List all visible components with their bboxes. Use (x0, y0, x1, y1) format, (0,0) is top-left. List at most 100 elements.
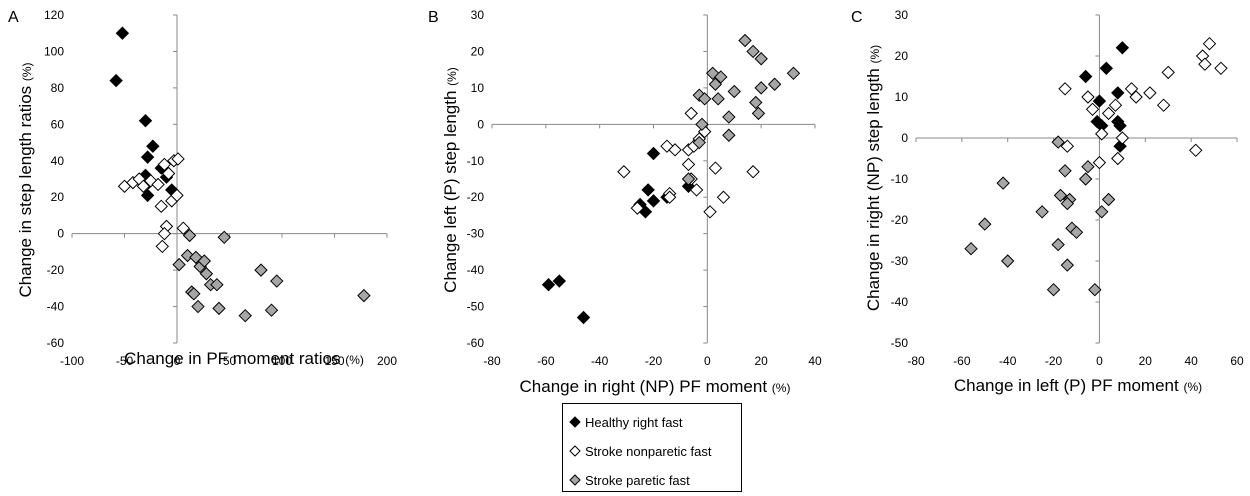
x-tick-label: -20 (645, 354, 663, 368)
data-point-nonparetic (1085, 102, 1100, 117)
x-axis-title-c: Change in left (P) PF moment (%) (954, 376, 1202, 395)
data-point-nonparetic (1081, 90, 1095, 104)
y-tick-label: -30 (467, 227, 485, 241)
data-point-paretic (189, 250, 203, 265)
legend: Healthy right fast Stroke nonparetic fas… (562, 403, 742, 492)
data-point-healthy (1092, 94, 1107, 108)
data-point-healthy (1099, 61, 1114, 76)
data-point-healthy (641, 183, 655, 197)
gray-diamond-icon (569, 474, 581, 486)
data-point-paretic (217, 230, 231, 245)
panel-label-b: B (428, 9, 439, 26)
y-tick-label: -60 (47, 336, 65, 350)
data-point-nonparetic (716, 190, 731, 204)
data-point-nonparetic (1202, 36, 1217, 51)
y-tick-label: -10 (467, 154, 485, 168)
y-tick-label: 30 (895, 8, 909, 22)
data-point-healthy (146, 139, 160, 153)
data-point-paretic (199, 267, 214, 281)
data-point-healthy (140, 150, 155, 164)
data-point-paretic (1051, 237, 1065, 252)
legend-item-paretic: Stroke paretic fast (569, 470, 690, 490)
data-point-healthy (646, 146, 661, 161)
data-point-paretic (692, 135, 706, 150)
data-point-paretic (754, 52, 768, 66)
data-point-healthy (541, 277, 556, 292)
x-tick-label: 100 (272, 354, 292, 368)
y-tick-label: 40 (51, 154, 65, 168)
data-point-healthy (552, 274, 566, 288)
y-tick-label: 100 (44, 44, 64, 58)
y-axis-title-c: Change in right (NP) step length (%) (864, 45, 883, 311)
legend-item-nonparetic: Stroke nonparetic fast (569, 441, 711, 461)
y-tick-label: 0 (901, 131, 908, 145)
y-tick-label: 0 (57, 227, 64, 241)
x-tick-label: -40 (999, 354, 1017, 368)
x-axis-title-b: Change in right (NP) PF moment (%) (520, 377, 791, 396)
data-point-paretic (978, 217, 992, 231)
data-point-healthy (1111, 86, 1125, 100)
data-point-paretic (270, 274, 284, 288)
data-point-nonparetic (1108, 98, 1123, 112)
data-point-nonparetic (1095, 127, 1109, 141)
data-point-healthy (115, 26, 130, 40)
data-point-paretic (1053, 188, 1068, 203)
data-point-nonparetic (630, 201, 645, 215)
data-point-nonparetic (1124, 82, 1139, 96)
data-point-nonparetic (171, 152, 185, 166)
y-tick-label: 20 (895, 49, 909, 63)
x-tick-label: 0 (1096, 354, 1103, 368)
x-tick-label: -60 (953, 354, 971, 368)
data-point-paretic (1095, 205, 1109, 219)
data-point-nonparetic (703, 205, 717, 219)
scatter-panel-a: -100 -50 0 50 100 150 200 -60 -40 -20 0 20 40 60 80 100… (44, 8, 397, 368)
y-tick-label: -50 (467, 300, 485, 314)
data-point-nonparetic (1198, 57, 1212, 71)
data-point-paretic (1088, 282, 1102, 297)
data-point-nonparetic (161, 166, 176, 181)
data-point-nonparetic (151, 177, 165, 192)
data-point-nonparetic (1161, 65, 1175, 80)
data-point-nonparetic (170, 188, 184, 203)
y-tick-label: 10 (471, 81, 485, 95)
data-point-paretic (711, 92, 725, 106)
figure-canvas: A B C -100 -50 0 50 100 150 200-60-40-20020406… (8, 8, 1244, 396)
data-point-nonparetic (154, 199, 168, 214)
black-diamond-icon (569, 416, 581, 428)
data-point-paretic (182, 228, 197, 243)
legend-label-healthy: Healthy right fast (585, 414, 683, 430)
data-point-paretic (1058, 164, 1072, 178)
data-point-paretic (714, 70, 728, 84)
x-tick-label: -40 (591, 354, 609, 368)
y-tick-label: -40 (47, 300, 65, 314)
data-point-nonparetic (176, 221, 191, 235)
y-tick-label: -20 (891, 213, 909, 227)
data-point-nonparetic (1092, 155, 1107, 170)
data-point-paretic (197, 254, 212, 268)
data-point-nonparetic (689, 183, 704, 197)
x-tick-label: -100 (60, 354, 84, 368)
data-point-healthy (138, 113, 153, 128)
data-point-paretic (738, 33, 752, 48)
data-point-paretic (1081, 159, 1095, 174)
x-tick-label: 0 (704, 354, 711, 368)
data-point-nonparetic (1129, 90, 1143, 104)
y-tick-label: -10 (891, 172, 909, 186)
data-point-healthy (1115, 41, 1130, 55)
data-point-nonparetic (662, 190, 677, 204)
y-tick-label: 20 (471, 44, 485, 58)
data-point-nonparetic (681, 157, 696, 172)
data-point-healthy (646, 194, 661, 208)
data-point-paretic (1035, 205, 1049, 219)
y-tick-label: -20 (467, 190, 485, 204)
data-point-nonparetic (1111, 151, 1125, 166)
data-point-healthy (109, 73, 123, 88)
y-tick-label: -60 (467, 336, 485, 350)
x-tick-label: -60 (537, 354, 555, 368)
data-point-paretic (212, 301, 226, 316)
y-tick-label: 120 (44, 8, 64, 22)
y-axis-title-b: Change left (P) step length (%) (441, 67, 460, 293)
data-point-paretic (191, 299, 205, 314)
data-point-paretic (695, 117, 709, 132)
data-point-paretic (1069, 225, 1084, 240)
